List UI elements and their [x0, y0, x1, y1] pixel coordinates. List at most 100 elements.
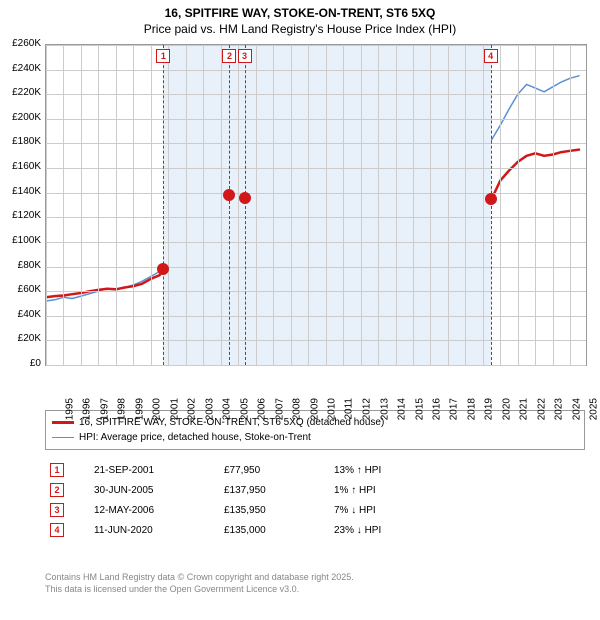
transaction-marker: 3 — [50, 503, 64, 517]
x-axis-label: 2002 — [187, 398, 198, 420]
transaction-row: 3 12-MAY-2006£135,9507% ↓ HPI — [50, 500, 434, 520]
transaction-row: 4 11-JUN-2020£135,00023% ↓ HPI — [50, 520, 434, 540]
marker-dot-4 — [485, 193, 497, 205]
grid-line-h — [46, 45, 586, 46]
x-axis-label: 2011 — [343, 398, 354, 420]
y-axis-label: £20K — [3, 333, 41, 344]
grid-line-v — [98, 45, 99, 365]
x-axis-label: 2006 — [256, 398, 267, 420]
transaction-marker: 2 — [50, 483, 64, 497]
x-axis-label: 2016 — [431, 398, 442, 420]
x-axis-label: 2008 — [291, 398, 302, 420]
x-axis-label: 2001 — [169, 398, 180, 420]
transaction-row: 121-SEP-2001£77,95013% ↑ HPI — [50, 460, 434, 480]
y-axis-label: £160K — [3, 161, 41, 172]
y-axis-label: £260K — [3, 38, 41, 49]
chart-title: 16, SPITFIRE WAY, STOKE-ON-TRENT, ST6 5X… — [0, 0, 600, 22]
grid-line-v — [238, 45, 239, 365]
transaction-price: £77,950 — [224, 465, 334, 476]
grid-line-h — [46, 267, 586, 268]
grid-line-v — [256, 45, 257, 365]
grid-line-v — [361, 45, 362, 365]
marker-box-2: 2 — [222, 49, 236, 63]
x-axis-label: 2025 — [589, 398, 600, 420]
x-axis-label: 2010 — [326, 398, 337, 420]
legend-swatch-property — [52, 421, 74, 424]
grid-line-v — [378, 45, 379, 365]
transaction-date: 11-JUN-2020 — [94, 525, 224, 536]
grid-line-v — [273, 45, 274, 365]
x-axis-label: 2007 — [274, 398, 285, 420]
grid-line-v — [343, 45, 344, 365]
x-axis-label: 1997 — [99, 398, 110, 420]
marker-line — [491, 45, 492, 365]
grid-line-h — [46, 242, 586, 243]
grid-line-v — [151, 45, 152, 365]
x-axis-label: 2021 — [519, 398, 530, 420]
legend-swatch-hpi — [52, 437, 74, 439]
chart-plot-area: 1234 — [45, 44, 587, 366]
grid-line-v — [168, 45, 169, 365]
grid-line-h — [46, 94, 586, 95]
x-axis-label: 2004 — [222, 398, 233, 420]
grid-line-h — [46, 316, 586, 317]
chart-subtitle: Price paid vs. HM Land Registry's House … — [0, 22, 600, 38]
x-axis-label: 2017 — [449, 398, 460, 420]
grid-line-h — [46, 70, 586, 71]
ownership-band — [245, 45, 491, 365]
transaction-pct: 7% ↓ HPI — [334, 505, 434, 516]
ownership-band — [229, 45, 244, 365]
grid-line-v — [483, 45, 484, 365]
grid-line-v — [116, 45, 117, 365]
grid-line-v — [63, 45, 64, 365]
x-axis-label: 2005 — [239, 398, 250, 420]
grid-line-v — [570, 45, 571, 365]
transaction-marker: 4 — [50, 523, 64, 537]
marker-dot-3 — [239, 192, 251, 204]
y-axis-label: £60K — [3, 284, 41, 295]
x-axis-label: 2000 — [152, 398, 163, 420]
x-axis-label: 1998 — [117, 398, 128, 420]
y-axis-label: £100K — [3, 235, 41, 246]
grid-line-v — [396, 45, 397, 365]
license-line1: Contains HM Land Registry data © Crown c… — [45, 572, 354, 584]
grid-line-v — [448, 45, 449, 365]
grid-line-v — [203, 45, 204, 365]
grid-line-v — [430, 45, 431, 365]
transaction-price: £135,000 — [224, 525, 334, 536]
marker-line — [229, 45, 230, 365]
transaction-pct: 1% ↑ HPI — [334, 485, 434, 496]
grid-line-v — [553, 45, 554, 365]
y-axis-label: £0 — [3, 358, 41, 369]
grid-line-h — [46, 217, 586, 218]
marker-line — [245, 45, 246, 365]
x-axis-label: 2024 — [571, 398, 582, 420]
y-axis-label: £200K — [3, 112, 41, 123]
grid-line-v — [221, 45, 222, 365]
transaction-row: 230-JUN-2005£137,9501% ↑ HPI — [50, 480, 434, 500]
marker-box-1: 1 — [156, 49, 170, 63]
y-axis-label: £220K — [3, 87, 41, 98]
x-axis-label: 2018 — [466, 398, 477, 420]
transaction-price: £135,950 — [224, 505, 334, 516]
marker-line — [163, 45, 164, 365]
transaction-pct: 23% ↓ HPI — [334, 525, 434, 536]
grid-line-h — [46, 365, 586, 366]
x-axis-label: 2023 — [554, 398, 565, 420]
transaction-date: 12-MAY-2006 — [94, 505, 224, 516]
x-axis-label: 1996 — [82, 398, 93, 420]
grid-line-v — [46, 45, 47, 365]
legend-row-hpi: HPI: Average price, detached house, Stok… — [52, 430, 578, 445]
x-axis-label: 2003 — [204, 398, 215, 420]
grid-line-h — [46, 143, 586, 144]
y-axis-label: £140K — [3, 186, 41, 197]
grid-line-v — [413, 45, 414, 365]
x-axis-label: 2012 — [361, 398, 372, 420]
x-axis-label: 1995 — [64, 398, 75, 420]
grid-line-v — [186, 45, 187, 365]
x-axis-label: 1999 — [134, 398, 145, 420]
y-axis-label: £80K — [3, 260, 41, 271]
grid-line-v — [308, 45, 309, 365]
legend-label-hpi: HPI: Average price, detached house, Stok… — [79, 430, 311, 445]
grid-line-v — [81, 45, 82, 365]
